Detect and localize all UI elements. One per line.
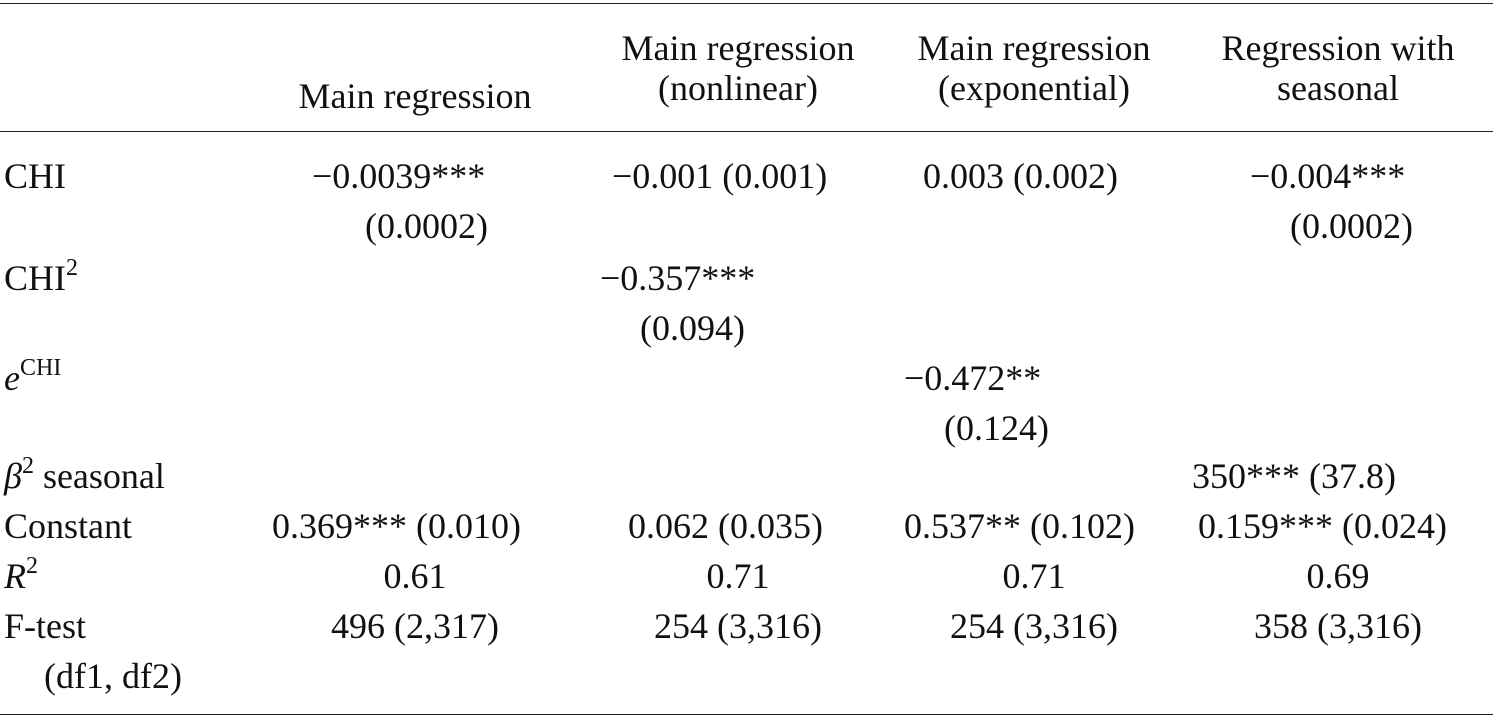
echi-col3-se: (0.124) [944, 408, 1049, 448]
echi-col3-coef: −0.472** [904, 358, 1042, 398]
r2-col4: 0.69 [1306, 556, 1370, 596]
constant-col4: 0.159*** (0.024) [1198, 506, 1447, 546]
ftest-col4: 358 (3,316) [1254, 606, 1422, 646]
row-label-ftest: F-test [4, 606, 87, 646]
constant-col1: 0.369*** (0.010) [272, 506, 521, 546]
header-col2-line1: Main regression [621, 28, 855, 68]
row-label-constant: Constant [4, 506, 133, 546]
chi-squared-exponent: 2 [66, 255, 78, 281]
row-label-chi-squared: CHI2 [4, 255, 78, 298]
chi-col2: −0.001 (0.001) [612, 156, 828, 196]
r2-col2: 0.71 [706, 556, 770, 596]
top-rule [0, 3, 1493, 4]
chi-squared-base: CHI [4, 258, 66, 298]
chi-col4-coef: −0.004*** [1250, 156, 1406, 196]
header-col3: Main regression (exponential) [896, 28, 1172, 108]
row-label-exp-chi: eCHI [4, 355, 62, 398]
ftest-col2: 254 (3,316) [654, 606, 822, 646]
chi-col1-coef: −0.0039*** [312, 156, 486, 196]
header-col3-line1: Main regression [917, 28, 1151, 68]
header-col3-line2: (exponential) [938, 68, 1130, 108]
bottom-rule [0, 714, 1493, 715]
r-squared-exponent: 2 [26, 553, 38, 579]
beta-symbol: β [4, 456, 22, 496]
chi2-col2-se: (0.094) [640, 308, 745, 348]
header-col2: Main regression (nonlinear) [598, 28, 878, 108]
row-label-r-squared: R2 [4, 553, 38, 596]
beta-exponent: 2 [21, 453, 34, 479]
r2-col1: 0.61 [383, 556, 447, 596]
header-col1: Main regression [270, 76, 560, 116]
chi-col1-se: (0.0002) [365, 206, 488, 246]
chi2-col2-coef: −0.357*** [600, 258, 756, 298]
r-squared-base: R [4, 556, 26, 596]
beta2-col4: 350*** (37.8) [1192, 456, 1396, 496]
row-label-beta-seasonal: β2 seasonal [4, 453, 165, 496]
row-label-ftest-df: (df1, df2) [44, 656, 182, 696]
header-col1-line1: Main regression [298, 76, 532, 116]
header-col4: Regression with seasonal [1190, 28, 1486, 108]
constant-col3: 0.537** (0.102) [904, 506, 1135, 546]
r2-col3: 0.71 [1002, 556, 1066, 596]
header-col2-line2: (nonlinear) [658, 68, 818, 108]
header-col4-line2: seasonal [1277, 68, 1399, 108]
row-label-chi: CHI [4, 156, 66, 196]
exp-chi-exponent: CHI [19, 355, 62, 381]
exp-chi-base: e [4, 358, 20, 398]
chi-col4-se: (0.0002) [1290, 206, 1413, 246]
header-rule [0, 131, 1493, 132]
constant-col2: 0.062 (0.035) [628, 506, 823, 546]
ftest-col1: 496 (2,317) [331, 606, 499, 646]
ftest-col3: 254 (3,316) [950, 606, 1118, 646]
beta-label-text: seasonal [33, 456, 165, 496]
header-col4-line1: Regression with [1221, 28, 1455, 68]
chi-col3: 0.003 (0.002) [923, 156, 1118, 196]
